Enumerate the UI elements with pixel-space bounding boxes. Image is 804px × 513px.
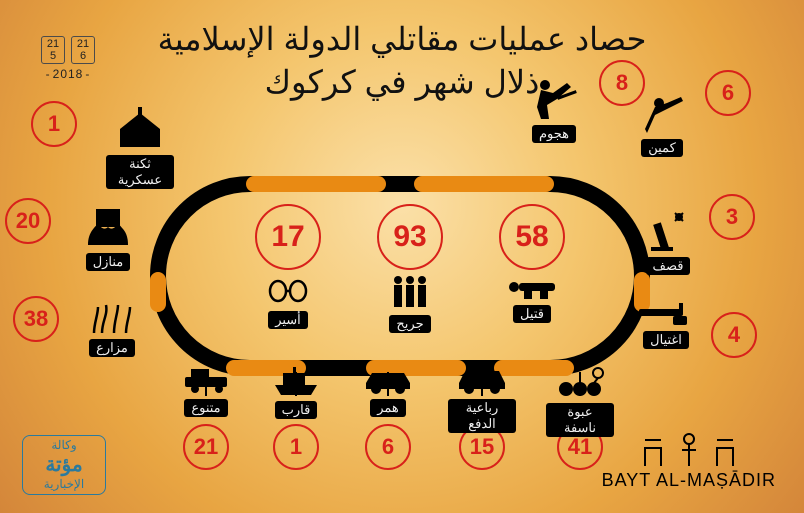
source-bayt-almasadir: BAYT AL-MAṢĀDIR [602,432,776,491]
source-mutah-bot: الإخبارية [44,478,84,491]
outer-stat-barracks: 1 [30,101,78,147]
outer-icon-attack: هجوم [520,74,588,143]
ambush-icon [628,93,696,135]
outer-stat-ambush: 6 [704,70,752,116]
stat-label: كمين [641,139,683,157]
stat-value: 6 [365,424,411,470]
killed-icon [492,273,572,301]
stat-label: قارب [275,401,318,419]
connector-tick [205,372,207,396]
stat-label: ثكنة عسكرية [106,155,174,189]
attack-icon [520,77,588,121]
center-stat-wounded: 93 جريح [370,204,450,333]
houses-icon [74,201,142,249]
source-mutah-mid: مؤتة [45,454,82,476]
stat-value: 58 [499,204,565,270]
track-segment [246,176,386,192]
prisoner-icon [248,273,328,307]
center-stat-prisoner: 17 أسير [248,204,328,329]
stat-label: جريح [389,315,430,333]
track-segment [414,176,554,192]
outer-stat-farms: 38 [12,296,60,342]
outer-icon-shelling: قصف [634,206,702,275]
stat-value: 1 [31,101,77,147]
source-right-label: BAYT AL-MAṢĀDIR [602,470,776,491]
stat-label: أسير [268,311,308,329]
stat-label: رباعية الدفع [448,399,516,433]
barracks-icon [106,107,174,151]
outer-stat-humvee: 6 [364,424,412,470]
outer-icon-assassination: اغتيال [632,296,700,349]
assassination-icon [632,299,700,327]
stat-value: 6 [705,70,751,116]
outer-stat-boat: 1 [272,424,320,470]
connector-tick [579,372,581,396]
source-mutah-top: وكالة [51,439,76,452]
stat-label: هجوم [532,125,576,143]
outer-stat-shelling: 3 [708,194,756,240]
shelling-icon [634,209,702,253]
title-line1: حصاد عمليات مقاتلي الدولة الإسلامية [22,18,782,61]
farms-icon [78,299,146,335]
stat-value: 21 [183,424,229,470]
stat-label: قصف [646,257,691,275]
connector-tick [387,372,389,396]
stat-label: اغتيال [643,331,689,349]
outer-icon-farms: مزارع [78,296,146,357]
stat-label: متنوع [184,399,227,417]
stat-value: 1 [273,424,319,470]
wounded-icon [370,273,450,311]
stat-value: 3 [709,194,755,240]
track-segment [150,272,166,312]
stat-value: 20 [5,198,51,244]
outer-stat-houses: 20 [4,198,52,244]
stat-label: مزارع [89,339,135,357]
stat-value: 4 [711,312,757,358]
connector-tick [295,372,297,396]
stat-value: 17 [255,204,321,270]
outer-icon-ambush: كمين [628,90,696,157]
center-stat-killed: 58 قتيل [492,204,572,323]
outer-icon-barracks: ثكنة عسكرية [106,104,174,189]
stat-value: 93 [377,204,443,270]
stat-label: منازل [86,253,131,271]
source-mutah: وكالة مؤتة الإخبارية [22,435,106,495]
stat-label: قتيل [513,305,551,323]
stat-value: 38 [13,296,59,342]
source-glyphs [602,432,776,468]
infographic-canvas: 215 216 2018 حصاد عمليات مقاتلي الدولة ا… [0,0,804,513]
connector-tick [481,372,483,396]
outer-icon-houses: منازل [74,198,142,271]
outer-stat-misc: 21 [182,424,230,470]
outer-stat-assassination: 4 [710,312,758,358]
stat-label: همر [370,399,406,417]
